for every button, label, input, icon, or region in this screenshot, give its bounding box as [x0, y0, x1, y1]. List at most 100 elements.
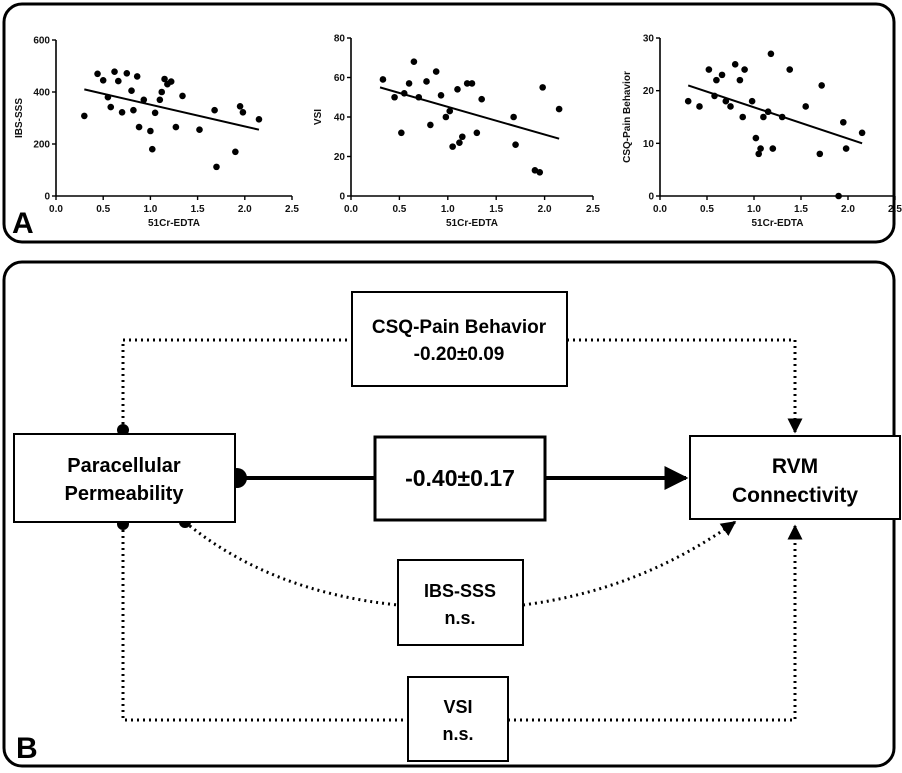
- y-axis-label: IBS-SSS: [14, 98, 25, 138]
- data-point: [835, 192, 842, 200]
- data-point: [432, 68, 440, 75]
- y-axis-label: CSQ-Pain Behavior: [622, 71, 633, 163]
- data-point: [842, 145, 850, 152]
- data-point: [147, 127, 154, 135]
- csq-mediator-value: -0.20±0.09: [414, 344, 505, 365]
- data-point: [786, 66, 794, 73]
- direct-effect-value: -0.40±0.17: [405, 465, 515, 491]
- data-point: [135, 123, 143, 131]
- regression-line: [379, 86, 560, 140]
- data-point: [760, 113, 767, 121]
- x-tick-label: 1.0: [143, 204, 157, 215]
- x-tick-label: 2.5: [586, 204, 600, 215]
- vsi-path-right: [508, 524, 803, 722]
- data-point: [196, 126, 203, 133]
- data-point: [818, 82, 825, 89]
- data-point: [255, 116, 263, 123]
- y-tick-label: 20: [334, 152, 346, 163]
- x-tick-label: 2.0: [238, 204, 252, 215]
- source-box: Paracellular Permeability: [13, 433, 236, 523]
- data-point: [410, 58, 418, 65]
- data-point: [473, 129, 481, 137]
- scatter-plot-ibs-sss: 0.0 0.5 1.0 1.5 2.0 2.5 0 200 400 600 51Cr-EDTA IBS…: [14, 36, 299, 230]
- x-tick-label: 2.5: [285, 204, 299, 215]
- data-point: [213, 163, 220, 171]
- scatter-plot-vsi: 0.0 0.5 1.0 1.5 2.0 2.5 0 20 40 60 80 51Cr-EDTA VSI: [313, 34, 600, 230]
- data-point: [752, 134, 760, 142]
- data-point: [764, 108, 772, 116]
- data-point: [555, 105, 563, 113]
- y-tick-label: 10: [643, 139, 655, 150]
- x-axis-label: 51Cr-EDTA: [751, 218, 803, 229]
- data-point: [696, 103, 703, 110]
- data-point: [239, 108, 247, 116]
- x-tick-label: 1.0: [441, 204, 455, 215]
- regression-line: [84, 88, 260, 131]
- data-point: [454, 86, 461, 93]
- csq-path-left: [121, 338, 352, 430]
- y-tick-label: 0: [648, 192, 654, 203]
- data-point: [536, 169, 544, 176]
- data-point: [437, 91, 445, 99]
- data-point: [684, 97, 692, 105]
- data-point: [727, 103, 734, 110]
- x-tick-label: 1.5: [794, 204, 808, 215]
- data-point: [446, 107, 454, 115]
- data-point: [711, 92, 718, 100]
- data-point: [104, 93, 112, 101]
- csq-path-right: [567, 338, 803, 434]
- data-point: [232, 148, 239, 156]
- data-point: [748, 97, 756, 105]
- data-point: [148, 145, 156, 153]
- data-point: [718, 71, 726, 79]
- data-point: [468, 80, 476, 87]
- direct-effect-box: -0.40±0.17: [373, 435, 547, 522]
- y-tick-label: 30: [643, 34, 655, 45]
- data-point: [767, 50, 775, 58]
- panel-a-frame: [2, 2, 896, 244]
- panel-a-label: A: [12, 207, 34, 240]
- data-point: [423, 78, 430, 85]
- data-point: [130, 106, 137, 114]
- y-axis-label: VSI: [313, 109, 324, 125]
- vsi-path-left: [121, 524, 408, 722]
- data-point: [755, 150, 762, 158]
- x-tick-label: 2.0: [841, 204, 855, 215]
- data-point: [858, 129, 866, 137]
- ibs-path-left: [184, 520, 399, 607]
- data-point: [179, 92, 186, 100]
- data-point: [478, 95, 485, 103]
- data-point: [211, 106, 218, 114]
- data-point: [512, 141, 519, 148]
- data-point: [115, 77, 122, 85]
- data-point: [398, 129, 405, 137]
- data-point: [722, 97, 730, 105]
- y-tick-label: 600: [33, 36, 50, 47]
- x-axis-label: 51Cr-EDTA: [148, 218, 200, 229]
- ibs-mediator-value: n.s.: [444, 608, 475, 628]
- x-tick-label: 2.0: [538, 204, 552, 215]
- x-tick-label: 0.5: [392, 204, 406, 215]
- data-point: [539, 84, 546, 91]
- data-point: [816, 150, 824, 158]
- data-point: [427, 121, 434, 129]
- data-point: [158, 88, 166, 96]
- ibs-mediator-box: IBS-SSS n.s.: [397, 559, 524, 646]
- x-tick-label: 2.5: [888, 204, 902, 215]
- scatter-plot-csq-pain-behavior: 0.0 0.5 1.0 1.5 2.0 2.5 0 10 20 30 51Cr-EDTA CSQ-Pa…: [622, 34, 902, 230]
- data-point: [713, 76, 720, 84]
- data-point: [840, 118, 847, 126]
- y-tick-label: 80: [334, 34, 346, 45]
- data-point: [442, 113, 450, 121]
- data-point: [81, 112, 88, 120]
- data-point: [111, 68, 118, 76]
- panel-b-label: B: [16, 732, 38, 765]
- source-label-line2: Permeability: [65, 483, 185, 505]
- ibs-mediator-label: IBS-SSS: [424, 581, 496, 601]
- data-point: [741, 66, 748, 73]
- data-point: [236, 103, 244, 110]
- x-tick-label: 1.0: [747, 204, 761, 215]
- data-point: [705, 66, 713, 73]
- data-point: [167, 78, 175, 85]
